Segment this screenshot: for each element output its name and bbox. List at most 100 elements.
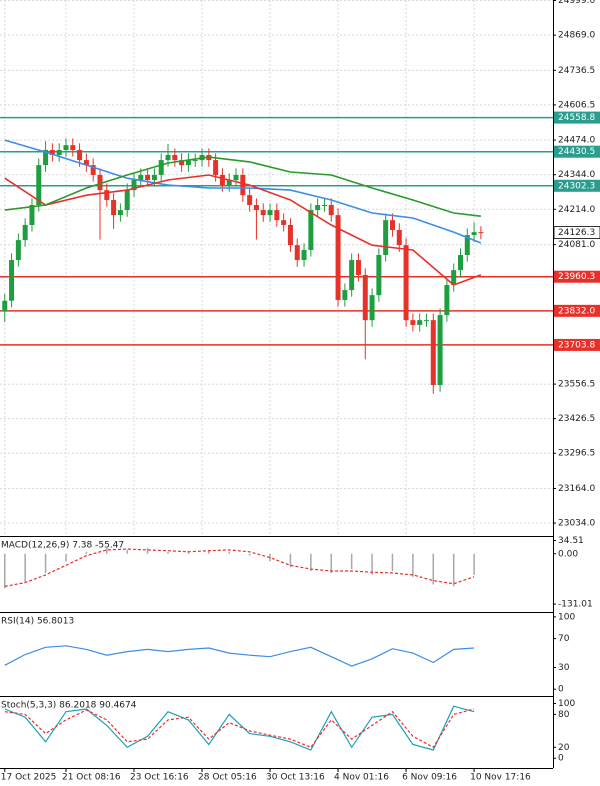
- macd-bar: [167, 551, 169, 554]
- candle-body: [124, 190, 130, 211]
- macd-bar: [85, 551, 88, 554]
- level-label: 23832.0: [558, 306, 595, 316]
- macd-bar: [248, 553, 251, 556]
- macd-bar: [4, 553, 6, 589]
- indicator-title: RSI(14) 56.8013: [1, 617, 74, 627]
- candle-body: [423, 320, 429, 322]
- candle-body: [104, 190, 110, 200]
- y-tick-label: 24344.0: [558, 170, 595, 180]
- candle-body: [437, 315, 443, 386]
- level-label: 24302.3: [558, 181, 595, 191]
- candle-body: [97, 174, 103, 191]
- x-tick-label: 21 Oct 08:16: [62, 773, 121, 783]
- y-tick-label: 24474.0: [558, 136, 595, 146]
- x-tick-label: 23 Oct 16:16: [130, 773, 189, 783]
- candle-body: [342, 290, 348, 300]
- candle-body: [457, 255, 463, 271]
- y-tick-label: 0: [558, 754, 564, 764]
- candle-body: [260, 210, 266, 216]
- candle-body: [328, 205, 334, 216]
- y-tick-label: 24214.0: [558, 205, 595, 215]
- candle-body: [362, 274, 368, 321]
- candle-body: [267, 210, 273, 216]
- macd-bar: [330, 553, 333, 573]
- macd-bar: [269, 553, 271, 562]
- candle-body: [301, 249, 307, 261]
- candle-body: [43, 149, 49, 166]
- candle-body: [281, 220, 287, 225]
- candle-body: [219, 174, 225, 186]
- level-label-box: [554, 145, 600, 158]
- candle-body: [22, 224, 28, 241]
- y-tick-label: 23296.5: [558, 449, 595, 459]
- level-label-box: [554, 179, 600, 192]
- level-label-box: [554, 338, 600, 351]
- y-tick-label: 24736.5: [558, 66, 595, 76]
- macd-bar: [432, 553, 435, 585]
- y-tick-label: 23426.5: [558, 414, 595, 424]
- candle-body: [417, 320, 423, 325]
- candle-body: [117, 210, 123, 216]
- macd-bar: [473, 553, 475, 575]
- candle-body: [376, 255, 382, 296]
- candle-body: [63, 145, 69, 150]
- candle-body: [294, 245, 300, 261]
- candle-body: [369, 295, 375, 321]
- macd-bar: [289, 553, 292, 568]
- candle-body: [253, 205, 259, 211]
- candle-body: [179, 160, 185, 166]
- candle-body: [77, 149, 83, 161]
- candle-body: [335, 215, 341, 300]
- candle-body: [396, 230, 402, 246]
- candle-body: [138, 174, 144, 181]
- y-tick-label: 0: [558, 685, 564, 695]
- x-tick-label: 30 Oct 13:16: [266, 773, 325, 783]
- candle-body: [29, 205, 35, 225]
- y-tick-label: 100: [558, 699, 575, 709]
- candle-body: [15, 240, 21, 261]
- indicator-line: [4, 548, 475, 587]
- candle-body: [2, 300, 8, 312]
- macd-bar: [452, 553, 455, 587]
- candle-body: [308, 210, 314, 250]
- macd-bar: [412, 553, 414, 577]
- candle-body: [233, 174, 239, 181]
- indicator-line: [4, 139, 482, 244]
- macd-bar: [310, 553, 312, 572]
- macd-bar: [106, 547, 108, 554]
- y-tick-label: 24606.5: [558, 100, 595, 110]
- level-label: 23703.8: [558, 340, 595, 350]
- level-label: 24558.8: [558, 113, 595, 123]
- macd-bar: [371, 553, 373, 575]
- candle-body: [315, 205, 321, 211]
- candle-body: [403, 245, 409, 321]
- candle-body: [165, 155, 171, 161]
- candle-body: [478, 232, 484, 234]
- indicator-line: [4, 645, 475, 667]
- macd-bar: [126, 549, 128, 554]
- macd-bar: [350, 553, 353, 570]
- y-tick-label: 0.00: [558, 549, 578, 559]
- level-label-box: [554, 304, 600, 317]
- candle-body: [213, 160, 219, 175]
- indicator-line: [4, 174, 482, 286]
- x-tick-label: 4 Nov 01:16: [334, 773, 389, 783]
- candle-body: [355, 260, 361, 275]
- candle-body: [131, 180, 137, 191]
- y-tick-label: 24999.0: [558, 0, 595, 6]
- candle-body: [464, 235, 470, 256]
- y-tick-label: 34.51: [558, 536, 584, 546]
- level-label-box: [554, 111, 600, 124]
- candle-body: [192, 160, 198, 162]
- y-tick-label: 24869.0: [558, 31, 595, 41]
- y-tick-label: 20: [558, 743, 570, 753]
- candle-body: [9, 260, 15, 301]
- candle-body: [56, 149, 62, 156]
- indicator-line: [4, 156, 481, 217]
- candle-body: [451, 270, 457, 286]
- candle-body: [471, 232, 477, 236]
- y-tick-label: 80: [558, 710, 570, 720]
- x-tick-label: 17 Oct 2025: [1, 773, 57, 783]
- candle-body: [444, 285, 450, 316]
